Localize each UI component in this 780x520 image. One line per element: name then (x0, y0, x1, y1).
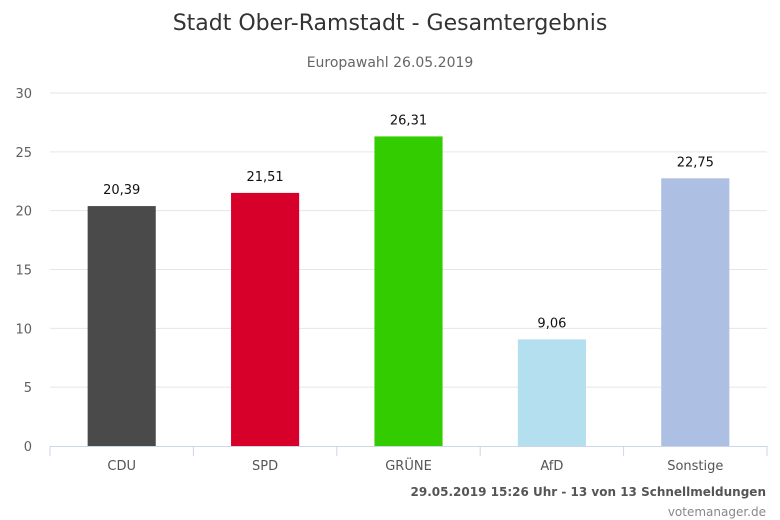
x-tick-label: Sonstige (667, 459, 723, 474)
bar-spd (231, 192, 300, 446)
data-label: 21,51 (246, 170, 283, 185)
data-label: 26,31 (390, 113, 427, 128)
x-tick-label: GRÜNE (385, 457, 432, 474)
y-axis: 0 5 10 15 20 25 30 (15, 87, 32, 455)
data-label: 22,75 (677, 155, 714, 170)
x-tick-label: CDU (107, 459, 136, 474)
y-tick-label: 25 (15, 146, 32, 161)
chart-subtitle: Europawahl 26.05.2019 (307, 55, 474, 71)
x-tick-label: SPD (252, 459, 278, 474)
credit-link[interactable]: votemanager.de (668, 505, 766, 519)
data-label: 20,39 (103, 183, 140, 198)
y-tick-label: 0 (24, 440, 32, 455)
y-tick-label: 10 (15, 322, 32, 337)
data-labels: 20,39 21,51 26,31 9,06 22,75 (103, 113, 714, 331)
y-tick-label: 15 (15, 264, 32, 279)
x-axis: CDU SPD GRÜNE AfD Sonstige (49, 446, 768, 474)
bar-grüne (374, 136, 443, 446)
bar-sonstige (661, 178, 730, 446)
y-tick-label: 20 (15, 205, 32, 220)
bar-afd (517, 339, 586, 446)
x-tick-label: AfD (540, 459, 563, 474)
data-label: 9,06 (537, 316, 566, 331)
bar-cdu (87, 206, 156, 446)
y-tick-label: 30 (15, 87, 32, 102)
y-tick-label: 5 (24, 381, 32, 396)
chart-title: Stadt Ober-Ramstadt - Gesamtergebnis (173, 11, 608, 36)
bars (87, 136, 730, 446)
status-footer: 29.05.2019 15:26 Uhr - 13 von 13 Schnell… (411, 485, 766, 499)
